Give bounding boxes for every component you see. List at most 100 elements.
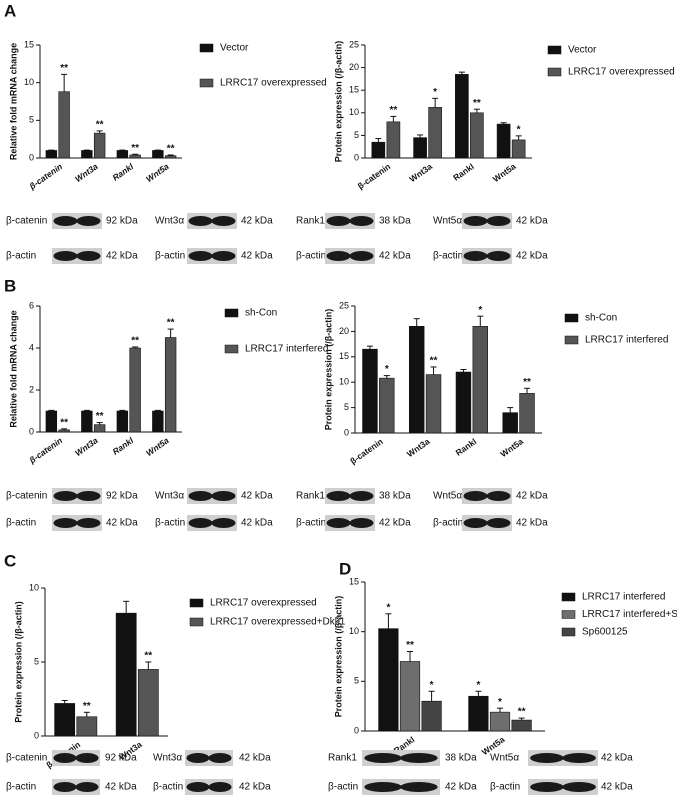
blot-band	[400, 782, 437, 792]
x-tick-label: β-catenin	[27, 435, 65, 465]
y-tick-label: 20	[349, 62, 359, 72]
y-tick-label: 0	[354, 725, 359, 735]
blot-band	[189, 216, 213, 226]
blot-size: 92 kDa	[106, 216, 138, 227]
blot-protein: β-catenin	[6, 216, 47, 227]
blot-size: 42 kDa	[445, 782, 477, 793]
blot-band	[212, 251, 236, 261]
bar	[59, 430, 70, 432]
blot-size: 42 kDa	[516, 491, 548, 502]
blot-band	[212, 216, 236, 226]
blot-image	[52, 248, 102, 264]
legend-label: Vector	[568, 45, 597, 56]
error-bar	[62, 700, 68, 703]
bar	[520, 393, 535, 433]
blot-size: 92 kDa	[106, 491, 138, 502]
blot-band	[189, 251, 213, 261]
blot-size: 42 kDa	[241, 216, 273, 227]
blot-control: β-actin	[296, 251, 326, 262]
x-tick-label: Wnt3a	[73, 161, 100, 184]
bar	[130, 155, 141, 158]
bar	[46, 411, 57, 432]
bar	[400, 661, 420, 731]
error-bar	[524, 388, 530, 393]
significance-label: *	[476, 680, 480, 691]
blot-size: 38 kDa	[445, 753, 477, 764]
significance-label: **	[131, 143, 139, 154]
y-tick-label: 0	[354, 152, 359, 162]
blot-band	[487, 251, 511, 261]
significance-label: *	[517, 124, 521, 135]
x-tick-label: Wnt3a	[407, 161, 434, 184]
bar	[429, 107, 442, 158]
blot-band	[212, 518, 236, 528]
blot-control: β-actin	[6, 251, 36, 262]
bar	[363, 349, 378, 433]
y-axis-title: Protein expression (/β-actin)	[323, 309, 333, 431]
blot-band	[327, 251, 351, 261]
blot-band	[209, 753, 232, 763]
legend-swatch	[190, 618, 203, 626]
blot-image	[462, 213, 512, 229]
blot-image	[52, 779, 100, 795]
blot-band	[209, 782, 232, 792]
error-bar	[168, 329, 174, 337]
error-bar	[417, 135, 423, 138]
blot-band	[487, 491, 511, 501]
bar	[117, 411, 128, 432]
bar	[426, 375, 441, 433]
blot-protein: Wnt3α	[155, 491, 184, 502]
bar	[55, 703, 75, 736]
y-tick-label: 10	[349, 107, 359, 117]
y-tick-label: 0	[34, 730, 39, 740]
blot-band	[530, 753, 564, 763]
blot-band	[464, 216, 488, 226]
panel-letter: C	[4, 551, 16, 570]
blot-band	[76, 782, 99, 792]
blot-band	[327, 491, 351, 501]
blot-control: β-actin	[433, 518, 463, 529]
legend-label: LRRC17 interfered	[585, 335, 668, 346]
x-tick-label: β-catenin	[348, 436, 385, 466]
bar	[379, 629, 399, 731]
bar	[387, 122, 400, 158]
bar	[473, 326, 488, 433]
blot-band	[189, 518, 213, 528]
y-tick-label: 5	[29, 115, 34, 125]
panel-letter: A	[4, 1, 16, 20]
blot-size: 42 kDa	[379, 251, 411, 262]
significance-label: **	[523, 377, 531, 388]
error-bar	[429, 691, 435, 701]
blot-image	[187, 248, 237, 264]
bar	[372, 142, 385, 158]
significance-label: **	[144, 651, 152, 662]
blot-band	[327, 518, 351, 528]
legend-label: LRRC17 overexpressed+Dkk1	[210, 617, 346, 628]
significance-label: *	[386, 602, 390, 613]
error-bar	[507, 408, 513, 413]
blot-band	[327, 216, 351, 226]
legend-swatch	[225, 309, 238, 317]
x-tick-label: β-catenin	[356, 161, 393, 191]
blot-band	[364, 753, 401, 763]
significance-label: **	[518, 707, 526, 718]
blot-image	[325, 248, 375, 264]
blot-band	[364, 782, 401, 792]
bar	[512, 720, 532, 731]
significance-label: **	[96, 411, 104, 422]
bar	[455, 74, 468, 158]
bar	[130, 348, 141, 432]
significance-label: *	[385, 364, 389, 375]
blot-band	[487, 518, 511, 528]
legend-label: sh-Con	[585, 313, 617, 324]
y-tick-label: 20	[339, 326, 349, 336]
y-axis-title: Protein expression (/β-actin)	[333, 596, 343, 718]
significance-label: *	[433, 87, 437, 98]
y-tick-label: 0	[344, 427, 349, 437]
blot-size: 42 kDa	[105, 782, 137, 793]
legend-swatch	[190, 599, 203, 607]
bar	[46, 150, 57, 158]
blot-image	[362, 779, 440, 795]
bar	[77, 717, 97, 736]
